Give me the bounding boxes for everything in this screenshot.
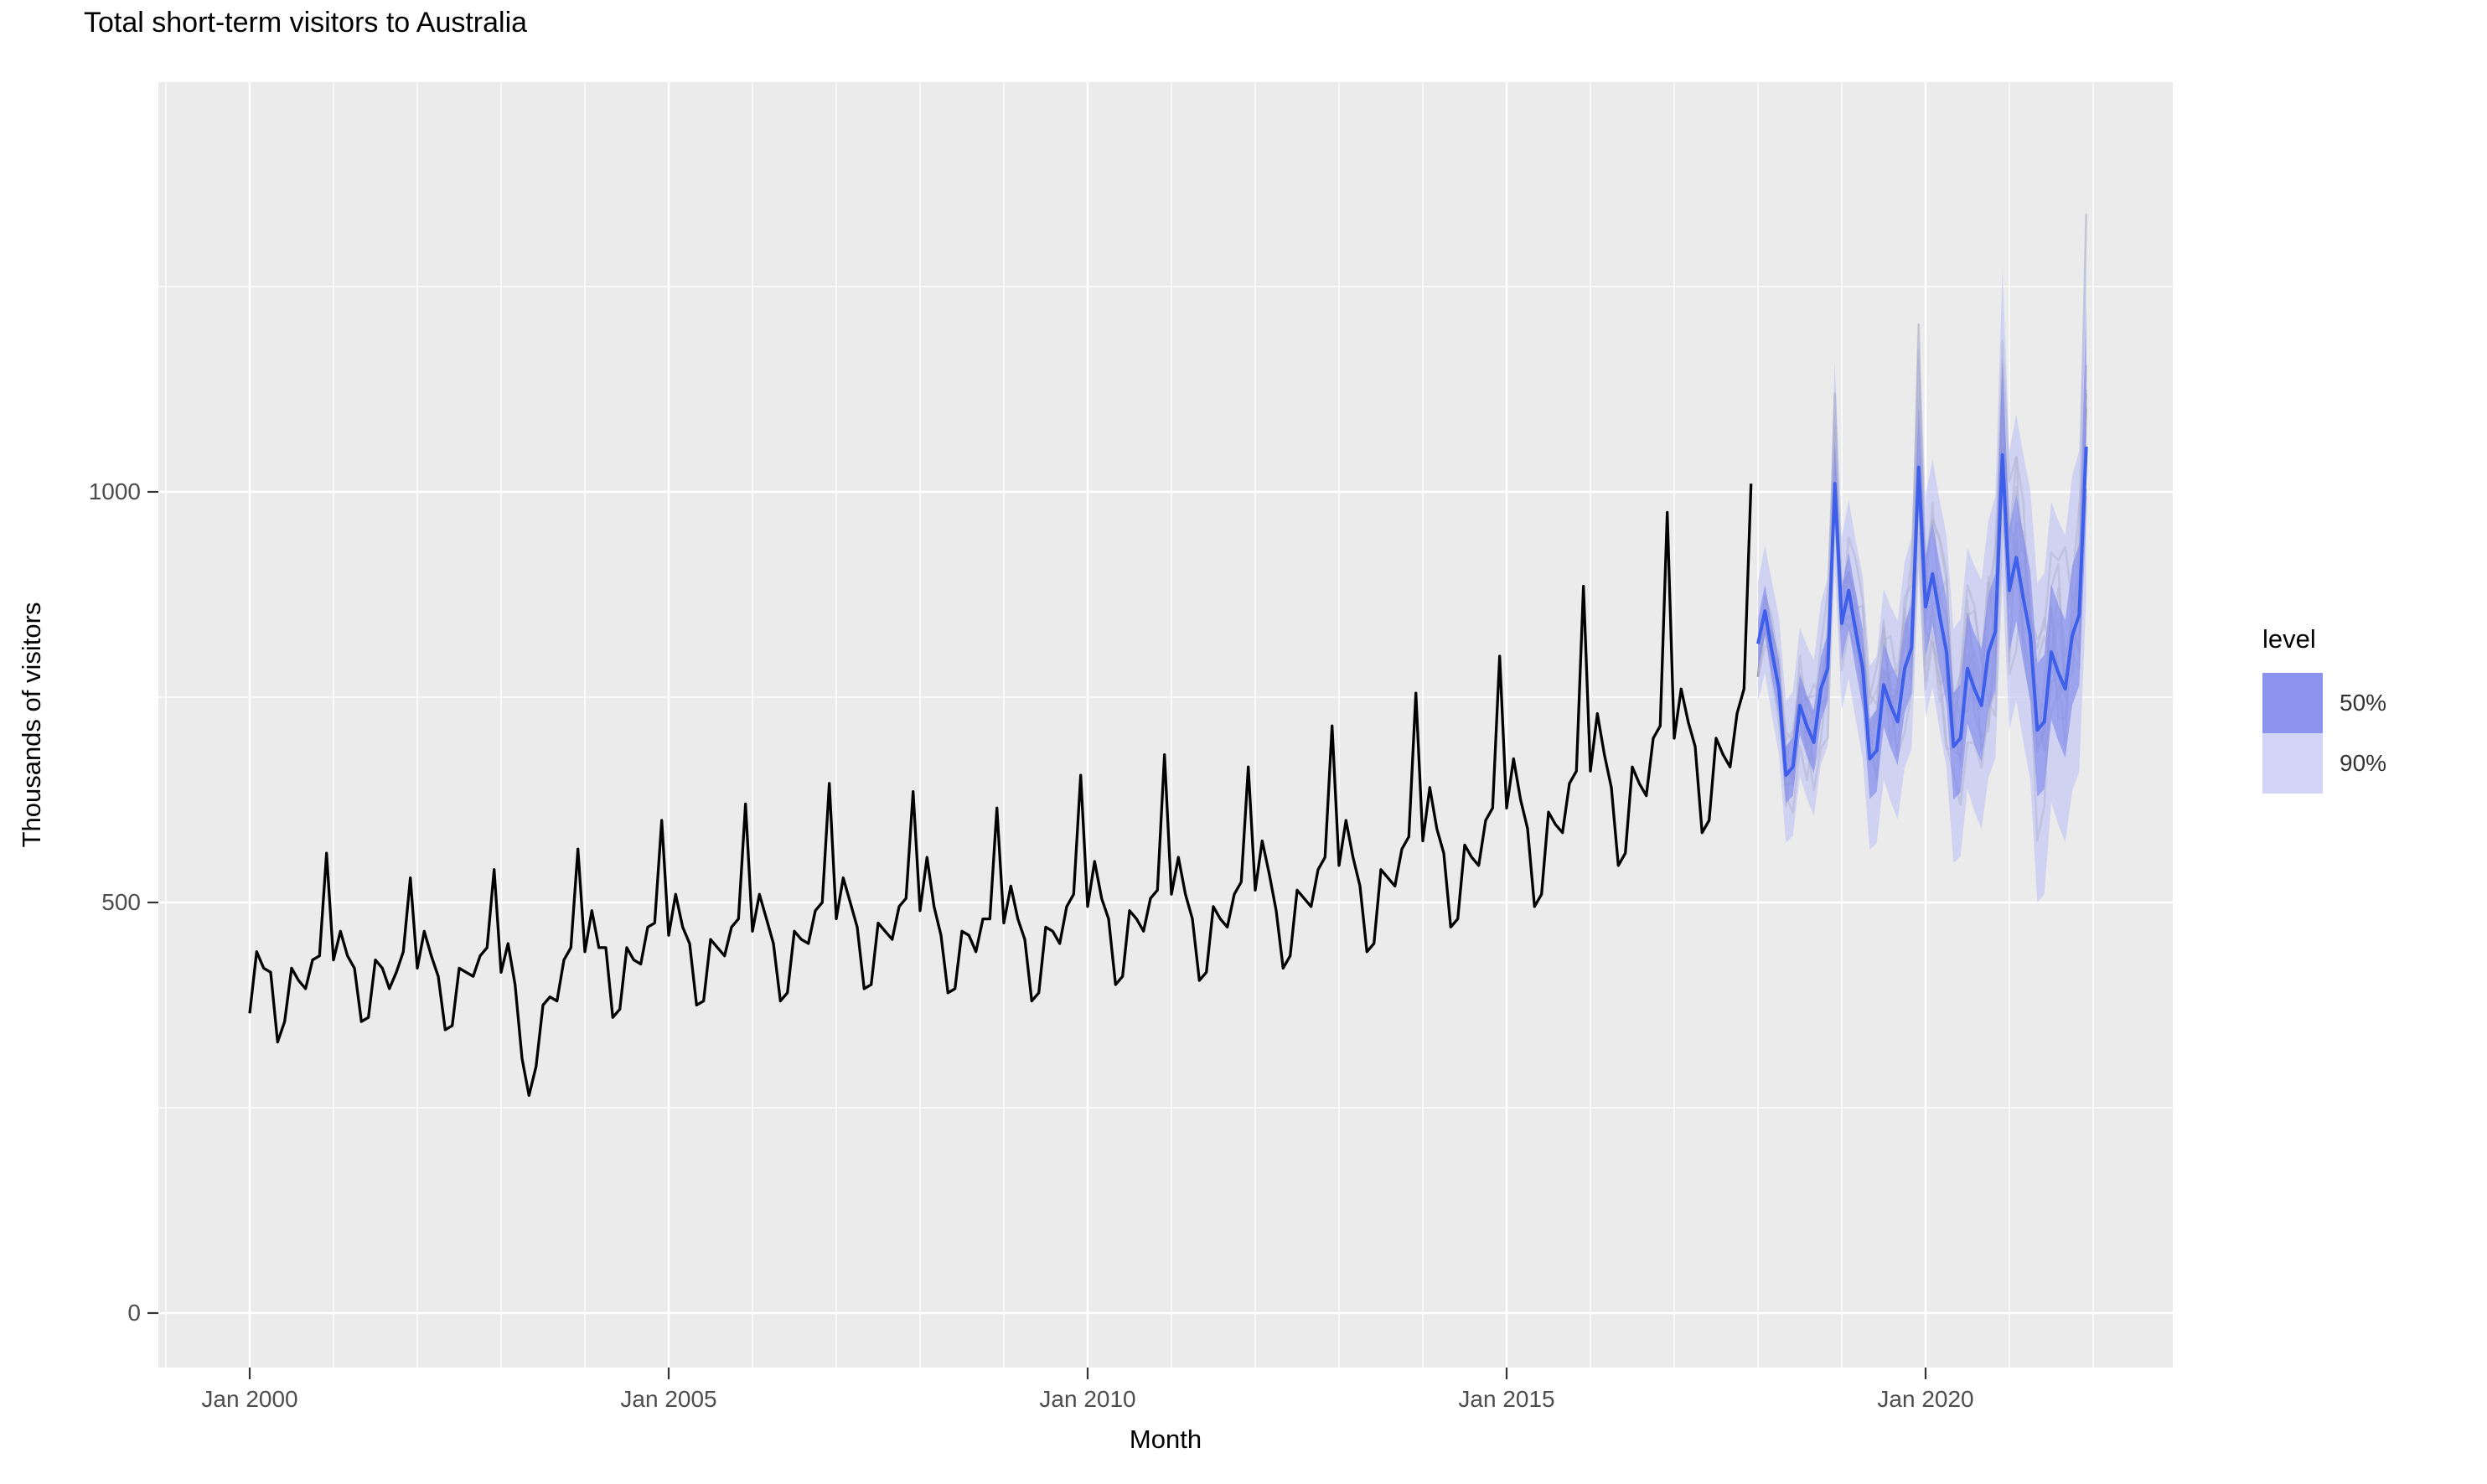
y-tick-label: 500 xyxy=(101,889,141,915)
legend-title: level xyxy=(2262,624,2316,654)
y-tick-label: 0 xyxy=(127,1300,141,1326)
x-tick-label: Jan 2000 xyxy=(201,1386,298,1412)
axis-tick-marks xyxy=(147,490,1927,1379)
legend-swatch-50-icon xyxy=(2262,673,2323,733)
plot-area xyxy=(248,204,2088,1097)
legend-item-90: 90% xyxy=(2262,733,2386,794)
x-tick-label: Jan 2005 xyxy=(620,1386,717,1412)
panel-background xyxy=(158,82,2173,1368)
legend-label-50: 50% xyxy=(2340,690,2387,716)
y-axis-title: Thousands of visitors xyxy=(17,602,46,848)
x-tick-label: Jan 2015 xyxy=(1458,1386,1555,1412)
legend-label-90: 90% xyxy=(2340,750,2387,776)
y-tick-label: 1000 xyxy=(88,478,141,504)
legend-swatch-90-icon xyxy=(2262,733,2323,794)
legend: level 50% 90% xyxy=(2262,624,2386,794)
x-tick-label: Jan 2020 xyxy=(1877,1386,1974,1412)
forecast-mean-line xyxy=(1756,447,2088,778)
chart-title: Total short-term visitors to Australia xyxy=(84,7,528,39)
x-axis-title: Month xyxy=(1129,1425,1202,1454)
x-tick-label: Jan 2010 xyxy=(1039,1386,1136,1412)
historical-line xyxy=(248,483,1753,1097)
legend-item-50: 50% xyxy=(2262,673,2386,733)
